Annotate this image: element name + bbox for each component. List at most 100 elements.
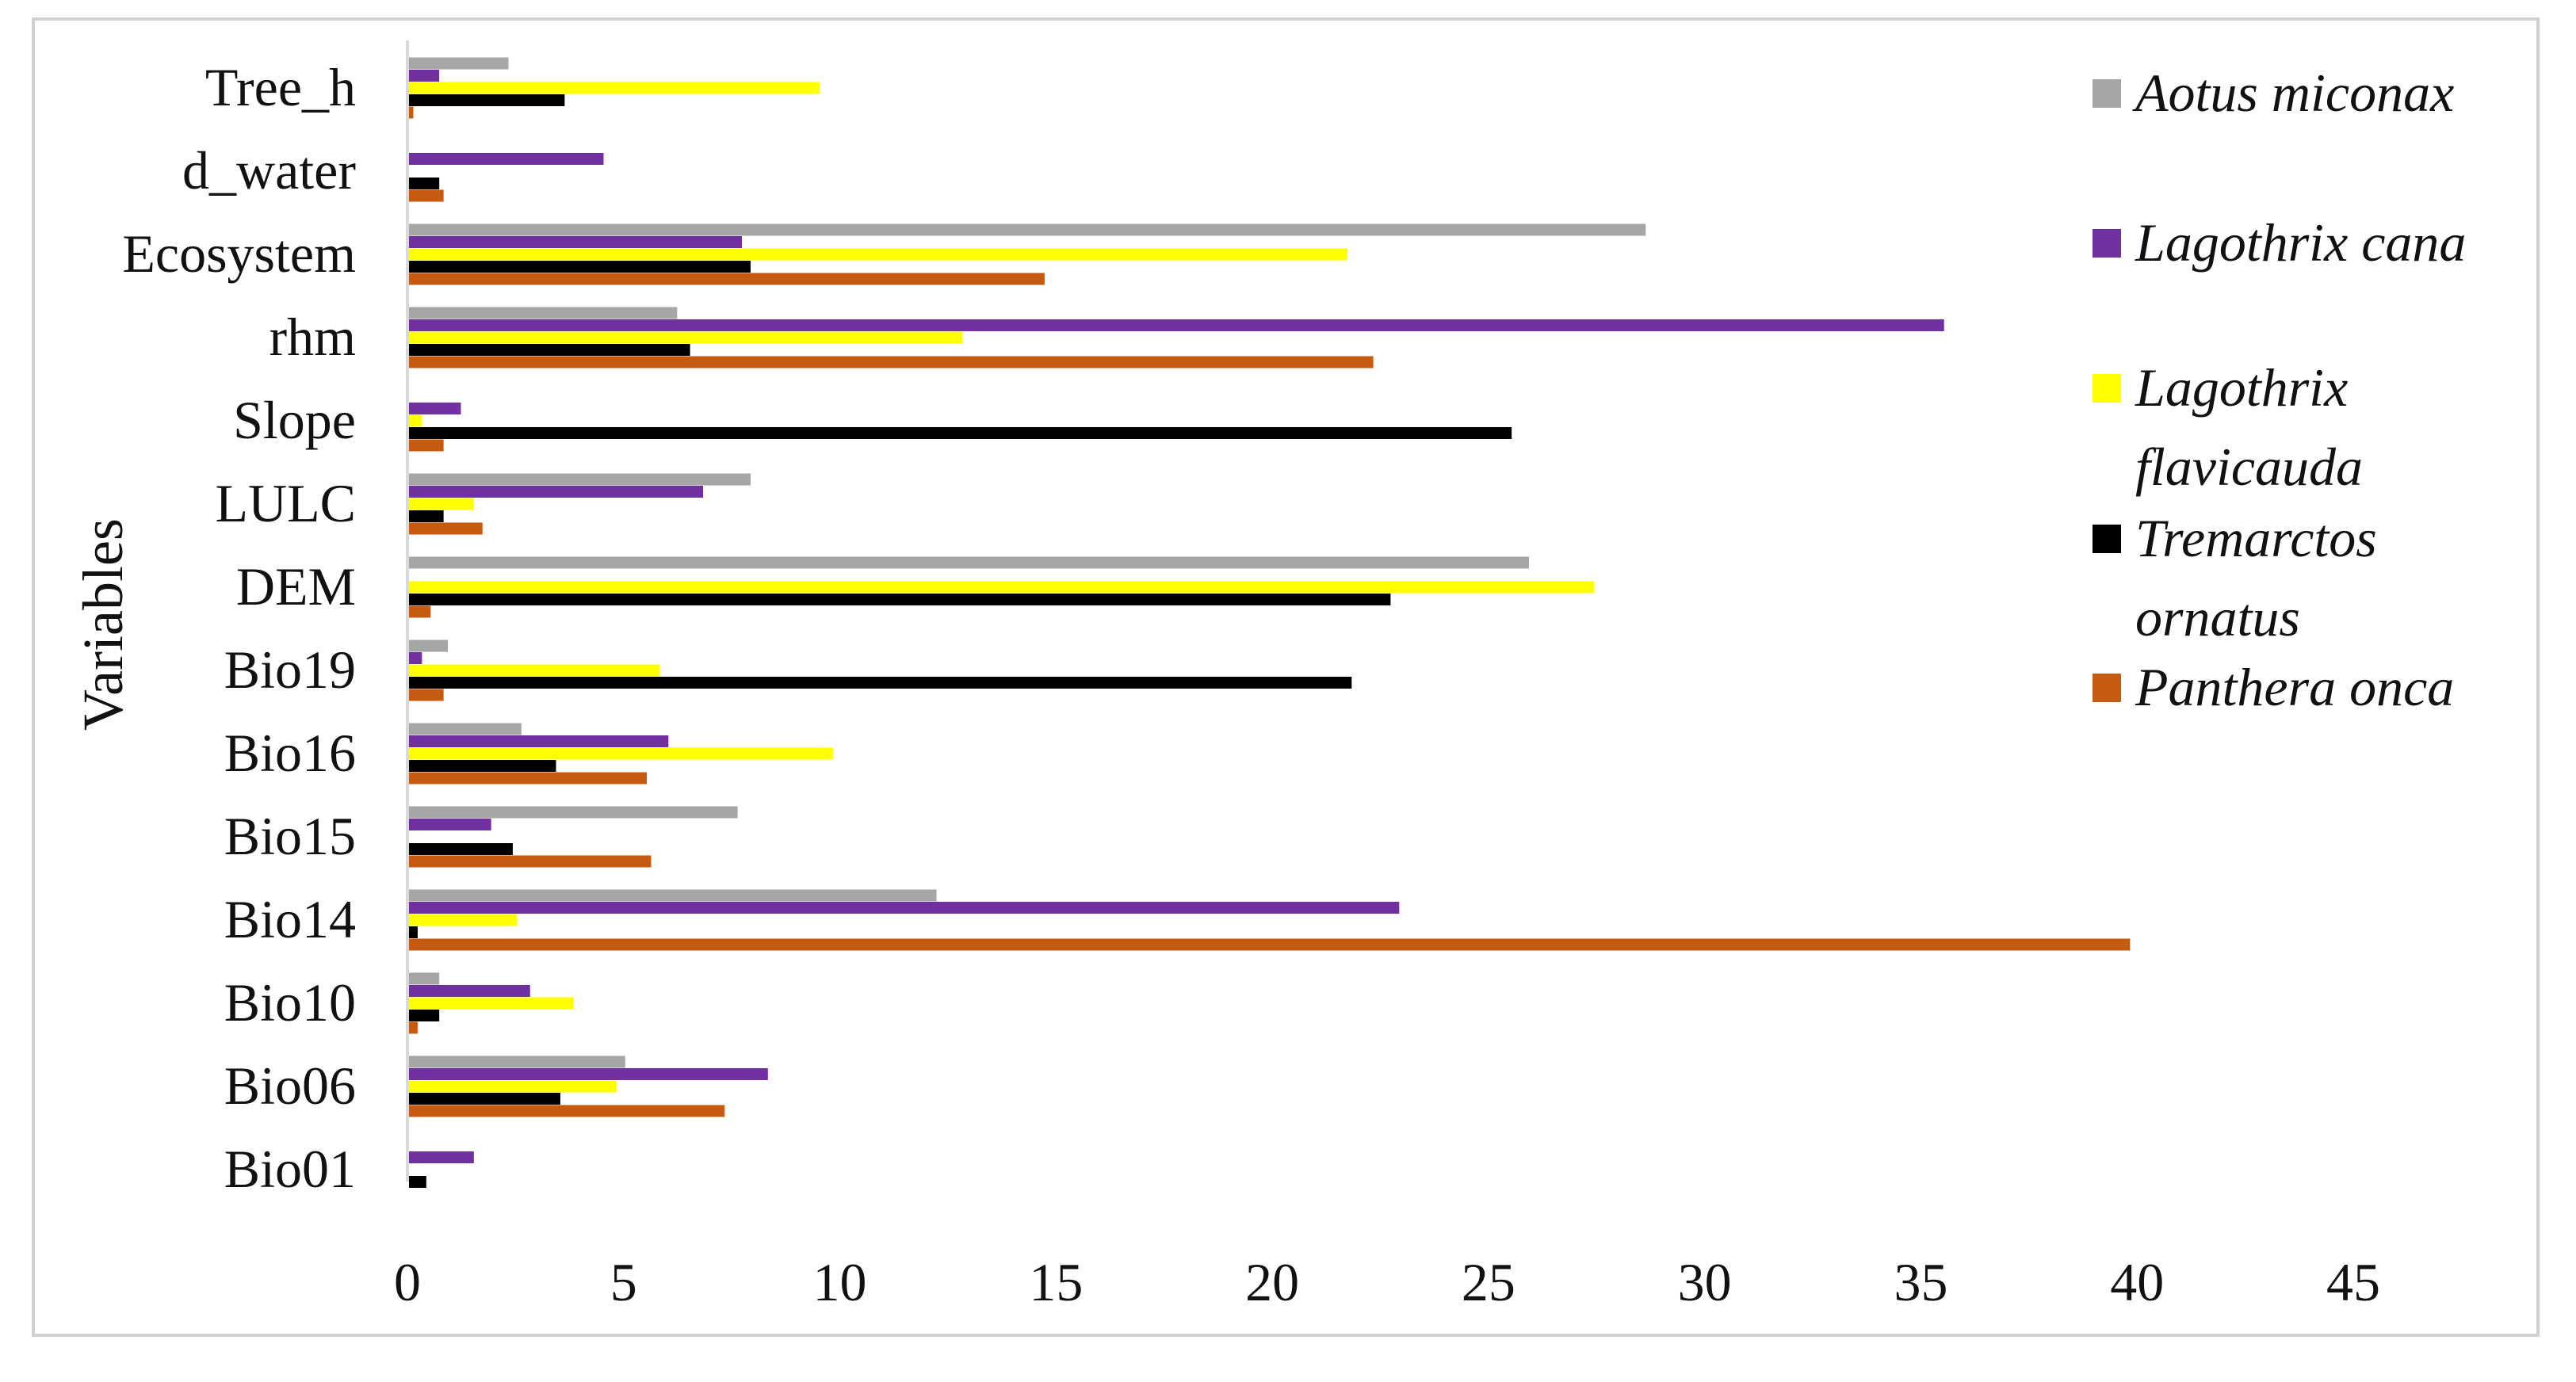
x-tick-label: 35 (1894, 1252, 1947, 1312)
bar-d_water-lagothrix-cana (409, 153, 604, 165)
category-label: LULC (215, 473, 356, 533)
bar-LULC-aotus-miconax (409, 473, 751, 486)
bars-layer (409, 57, 2131, 1188)
bar-Bio06-panthera-onca (409, 1105, 725, 1117)
bar-Bio19-lagothrix-cana (409, 652, 422, 664)
legend-swatch (2093, 374, 2121, 403)
legend-label: ornatus (2135, 587, 2300, 647)
bar-Bio06-lagothrix-flavicauda (409, 1080, 617, 1093)
bar-Ecosystem-panthera-onca (409, 273, 1045, 285)
bar-Tree_h-panthera-onca (409, 106, 414, 119)
legend-label: Lagothrix (2135, 357, 2348, 418)
category-label: Bio06 (224, 1056, 356, 1116)
category-label: Bio19 (224, 639, 356, 700)
bar-Bio15-aotus-miconax (409, 806, 738, 819)
bar-Slope-lagothrix-flavicauda (409, 414, 422, 427)
x-tick-label: 10 (813, 1252, 867, 1312)
bar-Ecosystem-lagothrix-flavicauda (409, 248, 1347, 261)
bar-Bio06-tremarctos-ornatus (409, 1093, 560, 1105)
legend: Aotus miconax Lagothrix cana Lagothrix flav… (2093, 63, 2466, 717)
bar-LULC-lagothrix-flavicauda (409, 498, 474, 510)
x-tick-label: 5 (610, 1252, 637, 1312)
bar-Bio10-panthera-onca (409, 1021, 418, 1034)
category-label: Slope (233, 390, 356, 450)
bar-Slope-lagothrix-cana (409, 403, 461, 414)
category-label: d_water (182, 140, 356, 200)
category-label: Tree_h (205, 57, 356, 117)
bar-Bio01-lagothrix-cana (409, 1151, 474, 1163)
legend-label: Lagothrix cana (2135, 212, 2466, 273)
bar-Bio19-tremarctos-ornatus (409, 677, 1352, 689)
legend-swatch (2093, 674, 2121, 702)
legend-swatch (2093, 79, 2121, 108)
x-tick-label: 45 (2326, 1252, 2380, 1312)
x-tick-label: 30 (1678, 1252, 1732, 1312)
bar-Bio14-lagothrix-cana (409, 902, 1400, 914)
bar-LULC-panthera-onca (409, 522, 483, 535)
y-axis-title: Variables (71, 518, 135, 731)
bar-d_water-tremarctos-ornatus (409, 178, 440, 189)
bar-Bio15-lagothrix-cana (409, 819, 491, 830)
bar-Slope-tremarctos-ornatus (409, 427, 1512, 439)
legend-label: flavicauda (2135, 437, 2363, 497)
bar-Bio19-lagothrix-flavicauda (409, 664, 660, 677)
category-label: Bio10 (224, 972, 356, 1033)
x-tick-label: 0 (394, 1252, 421, 1312)
bar-Slope-panthera-onca (409, 439, 444, 452)
category-label: DEM (236, 556, 356, 617)
bar-Bio10-tremarctos-ornatus (409, 1010, 440, 1021)
bar-LULC-tremarctos-ornatus (409, 510, 444, 522)
x-tick-label: 25 (1462, 1252, 1515, 1312)
bar-Ecosystem-tremarctos-ornatus (409, 261, 751, 273)
bar-chart: Tree_h d_water Ecosystem rhm Slope LULC DEM Bio… (71, 40, 2466, 1312)
category-label: Bio01 (224, 1139, 356, 1199)
bar-rhm-lagothrix-flavicauda (409, 331, 963, 344)
category-label: Bio14 (224, 889, 356, 949)
bar-Bio16-lagothrix-flavicauda (409, 747, 833, 760)
bar-Ecosystem-aotus-miconax (409, 223, 1646, 236)
category-label: Bio16 (224, 723, 356, 783)
bar-Bio10-aotus-miconax (409, 972, 440, 985)
bar-Ecosystem-lagothrix-cana (409, 236, 743, 248)
bar-d_water-panthera-onca (409, 189, 444, 202)
bar-Tree_h-aotus-miconax (409, 57, 509, 70)
bar-rhm-tremarctos-ornatus (409, 344, 690, 356)
bar-DEM-lagothrix-flavicauda (409, 581, 1594, 594)
bar-Bio14-tremarctos-ornatus (409, 926, 418, 938)
bar-Bio16-tremarctos-ornatus (409, 760, 556, 772)
bar-Bio19-aotus-miconax (409, 639, 449, 652)
legend-swatch (2093, 229, 2121, 258)
x-tick-label: 20 (1245, 1252, 1299, 1312)
bar-rhm-lagothrix-cana (409, 319, 1944, 331)
legend-swatch (2093, 525, 2121, 553)
bar-Bio06-aotus-miconax (409, 1056, 625, 1068)
bar-Bio14-panthera-onca (409, 938, 2131, 951)
bar-rhm-aotus-miconax (409, 307, 678, 319)
category-label: rhm (269, 307, 356, 367)
legend-label: Tremarctos (2135, 508, 2377, 568)
bar-Bio16-panthera-onca (409, 772, 648, 785)
bar-Bio15-tremarctos-ornatus (409, 843, 513, 855)
legend-label: Aotus miconax (2132, 63, 2454, 123)
bar-rhm-panthera-onca (409, 356, 1374, 368)
bar-Tree_h-lagothrix-flavicauda (409, 82, 820, 94)
legend-label: Panthera onca (2135, 657, 2454, 717)
bar-LULC-lagothrix-cana (409, 486, 703, 498)
bar-Bio14-aotus-miconax (409, 889, 937, 902)
bar-Bio06-lagothrix-cana (409, 1068, 768, 1080)
x-tick-label: 40 (2110, 1252, 2164, 1312)
bar-DEM-aotus-miconax (409, 556, 1529, 569)
bar-Bio10-lagothrix-cana (409, 985, 530, 997)
bar-Bio16-aotus-miconax (409, 723, 522, 735)
x-tick-labels: 0 5 10 15 20 25 30 35 40 45 (394, 1252, 2380, 1312)
bar-Bio14-lagothrix-flavicauda (409, 914, 518, 926)
bar-DEM-panthera-onca (409, 605, 431, 618)
bar-Bio19-panthera-onca (409, 689, 444, 701)
category-labels: Tree_h d_water Ecosystem rhm Slope LULC DEM Bio… (122, 57, 356, 1199)
bar-DEM-tremarctos-ornatus (409, 594, 1391, 605)
category-label: Bio15 (224, 806, 356, 866)
bar-Bio15-panthera-onca (409, 855, 652, 868)
bar-Bio01-tremarctos-ornatus (409, 1176, 426, 1188)
bar-Tree_h-lagothrix-cana (409, 70, 440, 82)
bar-Tree_h-tremarctos-ornatus (409, 94, 565, 106)
